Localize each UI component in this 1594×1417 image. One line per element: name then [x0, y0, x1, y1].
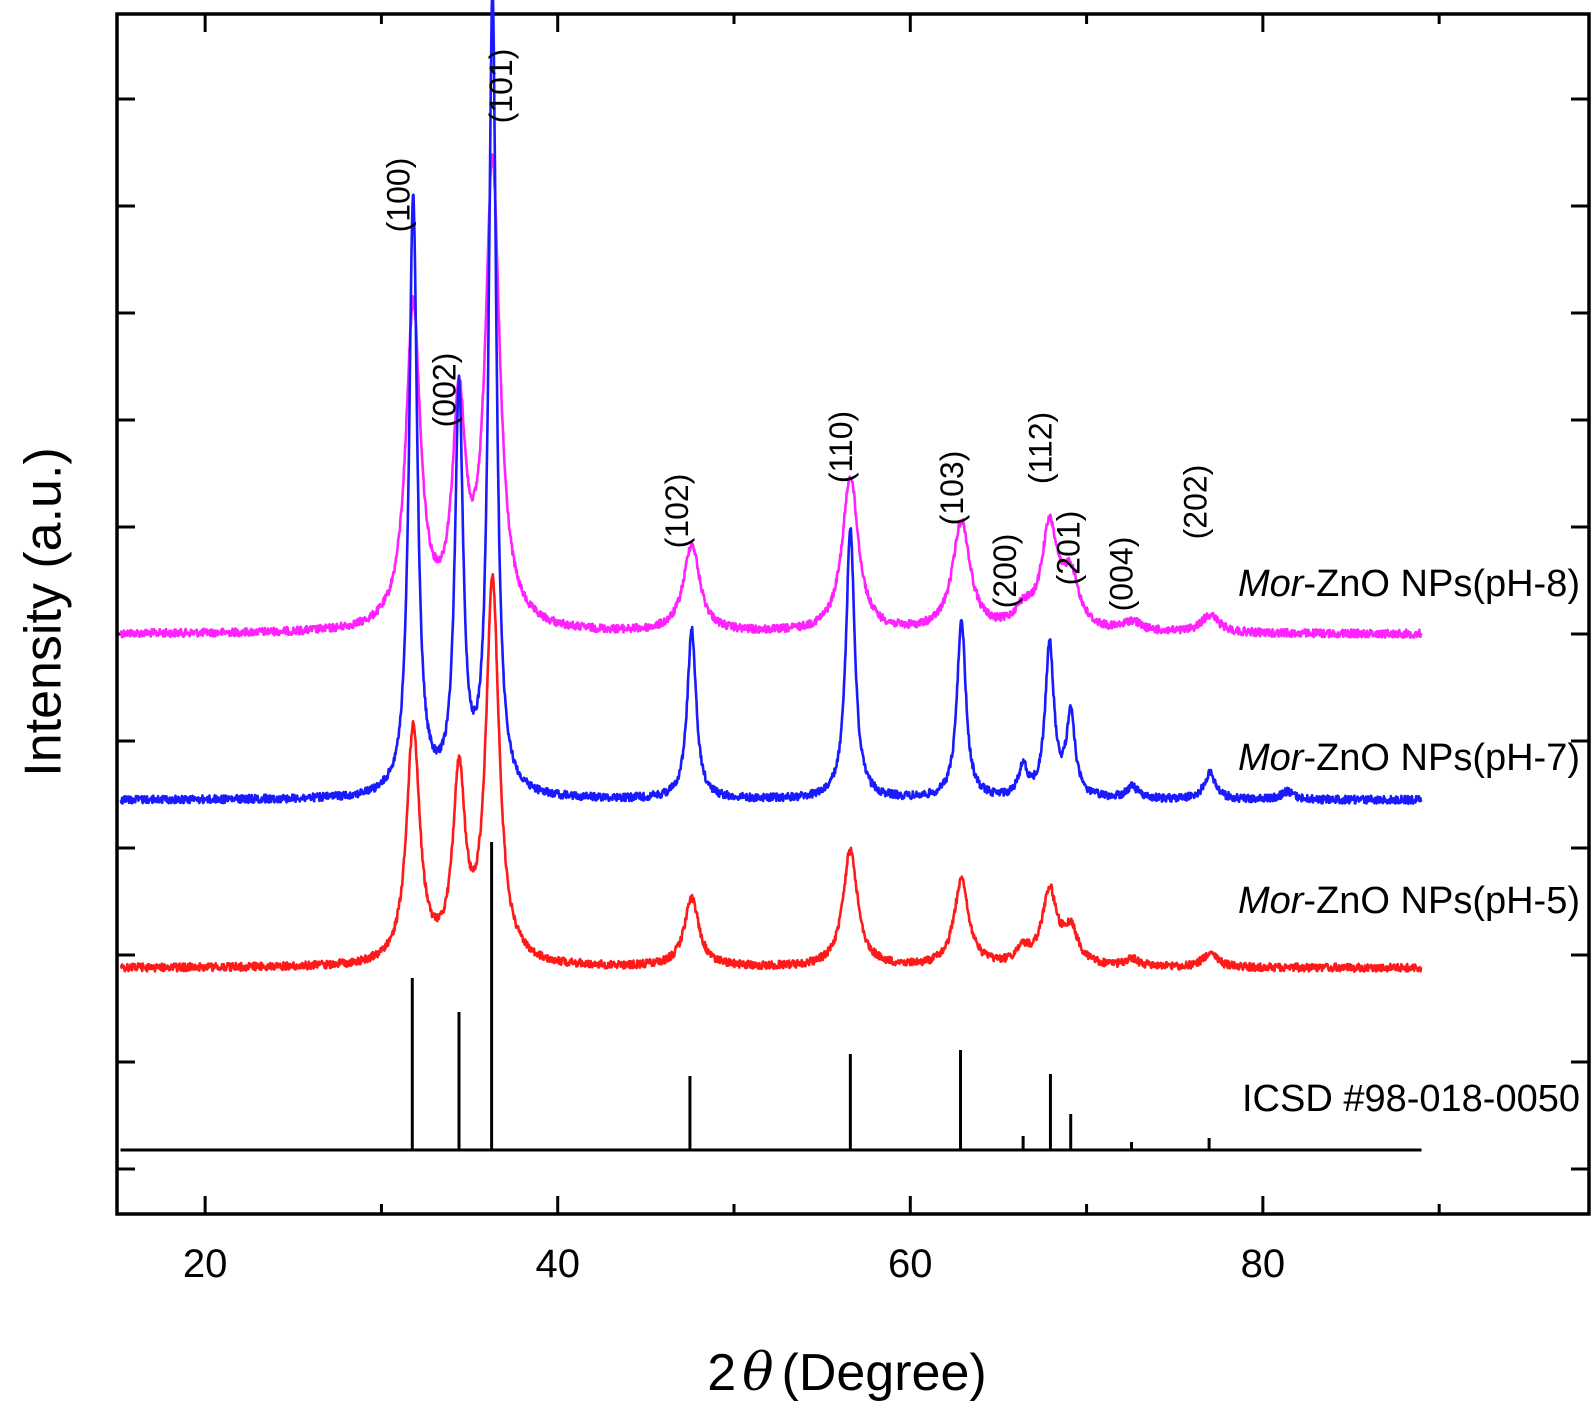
series-line: [119, 153, 1423, 639]
x-axis-title: 2 θ (Degree): [707, 1343, 986, 1403]
x-tick-labels: 20 40 60 80: [183, 1242, 1285, 1286]
series-label: Mor-ZnO NPs(pH-8): [1238, 563, 1580, 605]
hkl-annotations: (100) (002) (101) (102) (110) (103) (200) (112)…: [381, 49, 1214, 612]
x-tick-label: 40: [535, 1242, 580, 1286]
hkl-label: (200): [987, 534, 1023, 609]
hkl-label: (004): [1103, 537, 1139, 612]
series-label-rest: -ZnO NPs(pH-5): [1303, 880, 1580, 922]
x-tick-label: 20: [183, 1242, 228, 1286]
series-label: Mor-ZnO NPs(pH-7): [1238, 737, 1580, 779]
series-label-rest: -ZnO NPs(pH-8): [1303, 563, 1580, 605]
series-group: [119, 0, 1423, 973]
x-tick-label: 80: [1241, 1242, 1286, 1286]
series-label-rest: -ZnO NPs(pH-7): [1303, 737, 1580, 779]
x-axis-title-prefix: 2: [707, 1344, 736, 1402]
series-label: Mor-ZnO NPs(pH-5): [1238, 880, 1580, 922]
hkl-label: (202): [1177, 465, 1213, 540]
series-label-italic: Mor: [1238, 737, 1305, 779]
series-label-italic: Mor: [1238, 880, 1305, 922]
plot-frame: [115, 12, 1591, 1216]
hkl-label: (201): [1051, 511, 1087, 586]
hkl-label: (110): [823, 411, 859, 483]
reference-pattern: [120, 842, 1422, 1152]
hkl-label: (100): [381, 158, 417, 233]
y-axis-title: Intensity (a.u.): [15, 447, 73, 776]
hkl-label: (101): [483, 49, 519, 124]
series-label-italic: Mor: [1238, 563, 1305, 605]
hkl-label: (102): [659, 474, 695, 549]
x-axis-title-unit: (Degree): [782, 1344, 987, 1402]
hkl-label: (002): [426, 353, 462, 428]
x-tick-label: 60: [888, 1242, 933, 1286]
tick-marks: [117, 14, 1589, 1214]
hkl-label: (103): [934, 451, 970, 526]
series-labels: Mor-ZnO NPs(pH-8)Mor-ZnO NPs(pH-7)Mor-Zn…: [1238, 563, 1580, 1120]
reference-label: ICSD #98-018-0050: [1242, 1078, 1580, 1120]
x-axis-title-symbol: θ: [742, 1343, 773, 1403]
series-line: [119, 0, 1423, 806]
hkl-label: (112): [1022, 412, 1058, 484]
series-line: [119, 573, 1423, 973]
